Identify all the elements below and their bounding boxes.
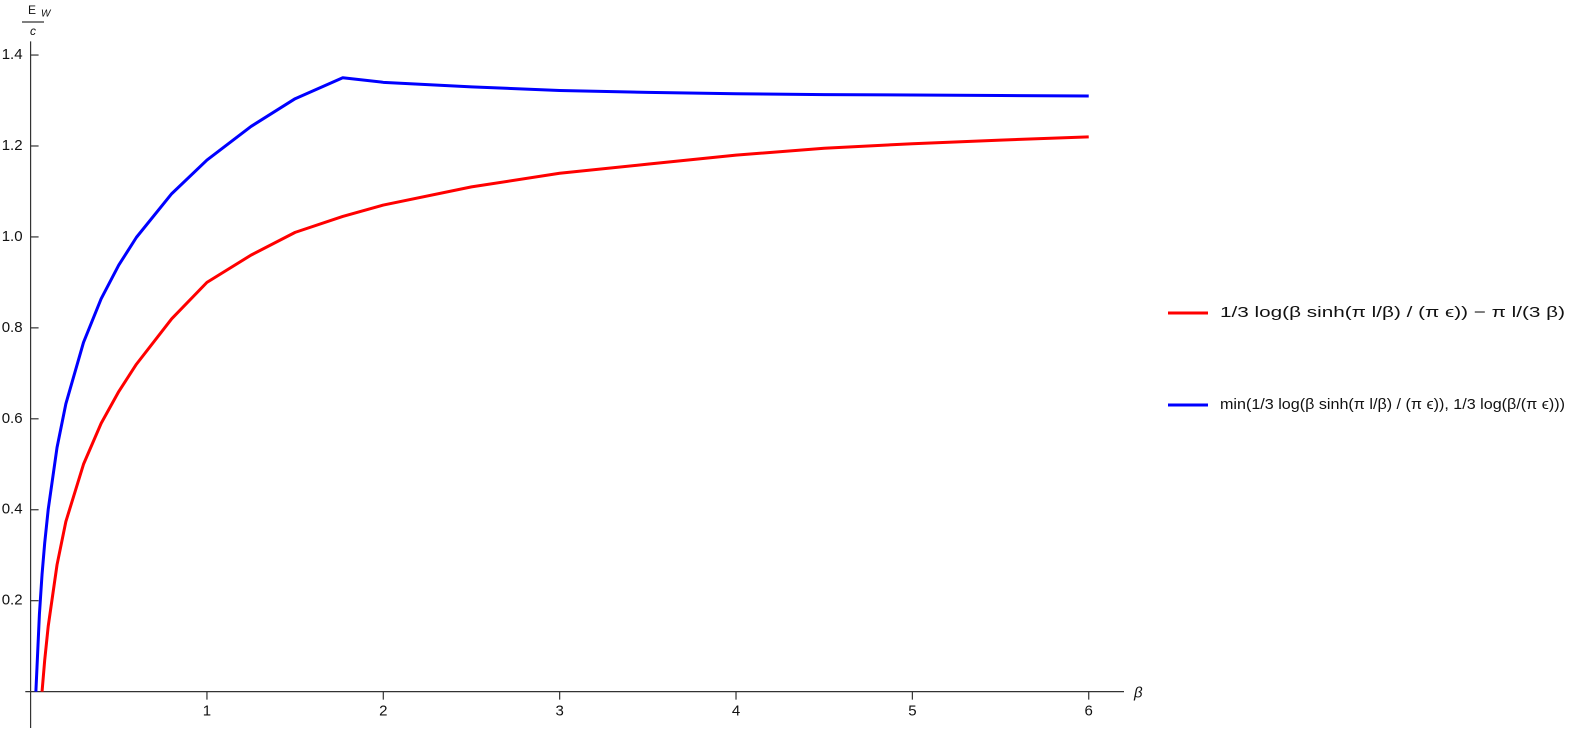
series-line [34,76,1089,692]
y-tick-label: 1.2 [2,137,23,154]
x-tick-label: 2 [379,703,387,720]
x-axis-label: β [1133,685,1143,702]
legend-label: 1/3 log(β sinh(π l/β) / (π ϵ)) − π l/(3 … [1220,304,1565,321]
y-tick-label: 0.6 [2,410,23,427]
y-tick-label: 0.2 [2,592,23,609]
y-label-denominator: c [30,24,36,38]
y-label-subscript: W [41,9,52,20]
legend-label: min(1/3 log(β sinh(π l/β) / (π ϵ)), 1/3 … [1220,396,1565,413]
x-tick-label: 3 [555,703,563,720]
x-tick-label: 1 [203,703,211,720]
y-label-numerator: E [28,3,36,17]
y-tick-label: 0.4 [2,501,23,518]
y-tick-label: 1.0 [2,228,23,245]
x-tick-label: 5 [908,703,916,720]
x-tick-label: 6 [1085,703,1093,720]
y-tick-label: 0.8 [2,319,23,336]
series-line [40,135,1089,692]
x-tick-label: 4 [732,703,740,720]
y-tick-label: 1.4 [2,46,23,63]
